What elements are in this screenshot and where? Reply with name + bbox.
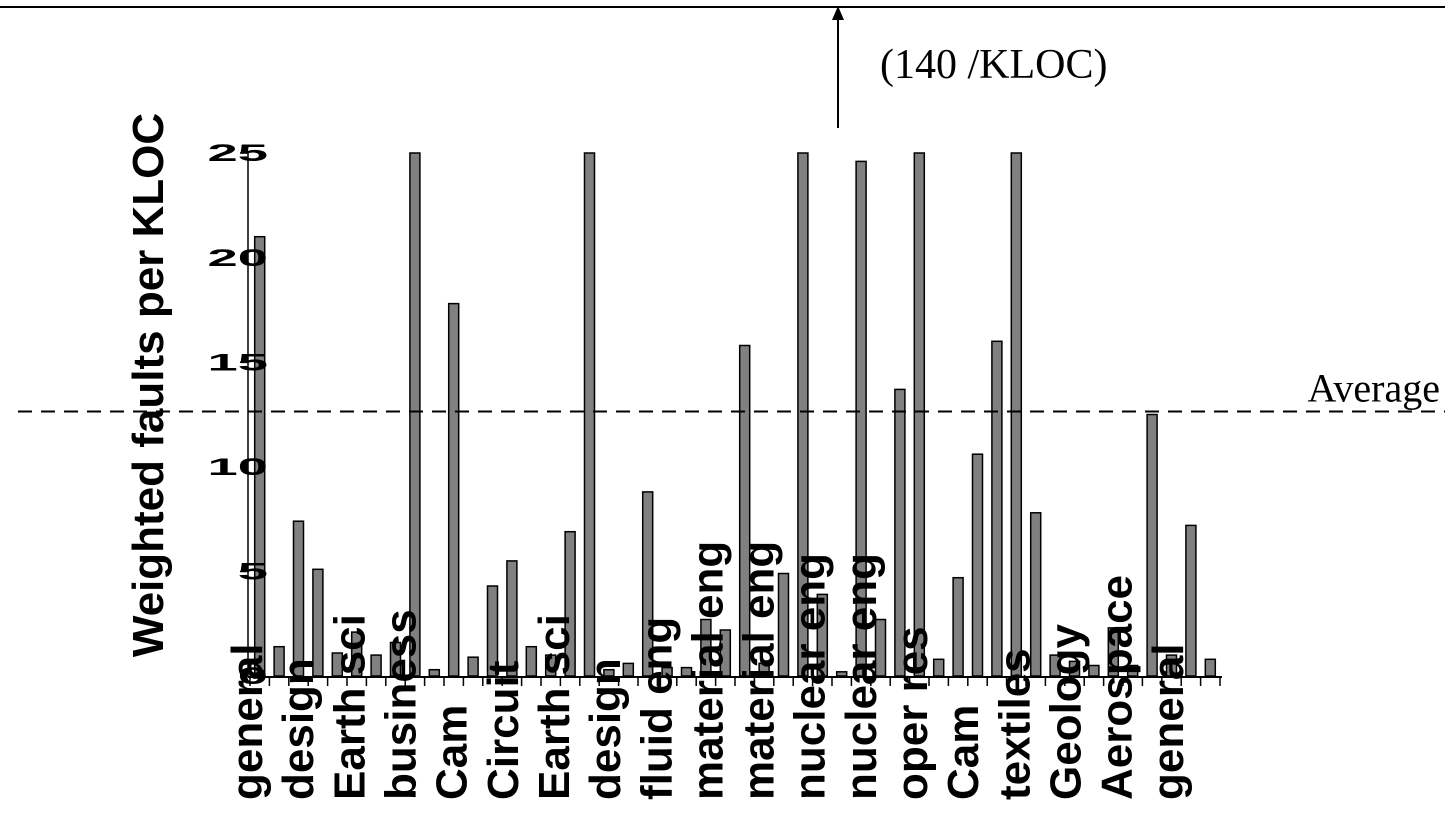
x-category-label: fluid eng: [632, 617, 681, 800]
overflow-arrow-head: [832, 6, 844, 20]
bar: [913, 152, 926, 677]
x-category-label: Cam: [939, 705, 988, 800]
bar: [991, 340, 1003, 677]
x-category-label: material eng: [735, 541, 784, 800]
x-axis: [248, 676, 1222, 686]
bar: [467, 656, 479, 677]
bars-group: [253, 152, 1217, 677]
x-category-label: Earth sci: [530, 614, 579, 800]
y-tick-label: 0: [238, 663, 268, 690]
bar: [506, 560, 518, 677]
bar: [971, 453, 984, 677]
overflow-annotation: (140 /KLOC): [880, 42, 1107, 88]
bar: [1146, 413, 1158, 677]
y-tick-label: 25: [207, 140, 268, 167]
y-tick-label: 20: [207, 244, 268, 271]
x-category-label: textiles: [990, 648, 1039, 800]
x-category-label: Geology: [1042, 623, 1091, 800]
bar: [952, 576, 964, 677]
average-label: Average: [1308, 366, 1441, 411]
y-tick-label: 5: [238, 558, 268, 585]
x-category-label: Circuit: [479, 660, 528, 800]
x-category-label: nuclear eng: [786, 553, 835, 800]
x-category-label: design: [581, 658, 630, 800]
x-category-label: design: [274, 658, 323, 800]
y-tick-label: 15: [207, 349, 268, 376]
bar: [583, 152, 596, 677]
x-category-label: material eng: [683, 541, 732, 800]
bar: [292, 520, 305, 677]
x-category-label: oper res: [888, 626, 937, 800]
x-category-label: nuclear eng: [837, 553, 886, 800]
bar: [1010, 152, 1023, 677]
bar: [1204, 658, 1217, 677]
y-axis-label: Weighted faults per KLOC: [124, 113, 173, 657]
x-tick-labels: general design Earth sci business Cam Circuit…: [223, 541, 1193, 800]
x-category-label: general: [1144, 643, 1193, 800]
x-category-label: Earth sci: [325, 614, 374, 800]
bar: [428, 668, 441, 677]
y-axis: 0 5 10 15 20 25: [207, 140, 268, 690]
x-category-label: business: [377, 609, 426, 800]
x-category-label: Aerospace: [1093, 575, 1142, 800]
bar: [447, 302, 460, 677]
x-category-label: Cam: [428, 705, 477, 800]
y-tick-label: 10: [207, 453, 268, 480]
x-category-label: general: [223, 643, 272, 800]
bar: [409, 152, 421, 677]
